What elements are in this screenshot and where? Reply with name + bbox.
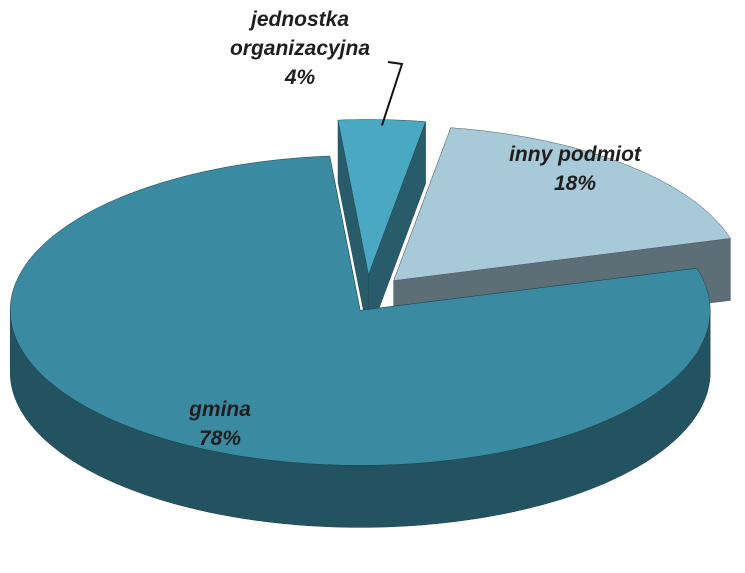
slice-label: jednostka organizacyjna 4% [215,5,385,92]
value-label: 18% [553,172,597,195]
category-label: inny podmiot [509,143,641,166]
category-label: jednostka organizacyjna [229,8,371,60]
value-label: 78% [198,427,242,450]
slice [337,119,426,337]
category-label: gmina [189,398,251,421]
slice [9,155,711,528]
slice-top [9,155,711,466]
leader-line [380,61,404,126]
value-label: 4% [284,66,316,89]
slice-label: gmina 78% [150,395,290,453]
slice-label: inny podmiot 18% [490,140,660,198]
slice-top [393,127,731,281]
slice-top [337,119,426,276]
